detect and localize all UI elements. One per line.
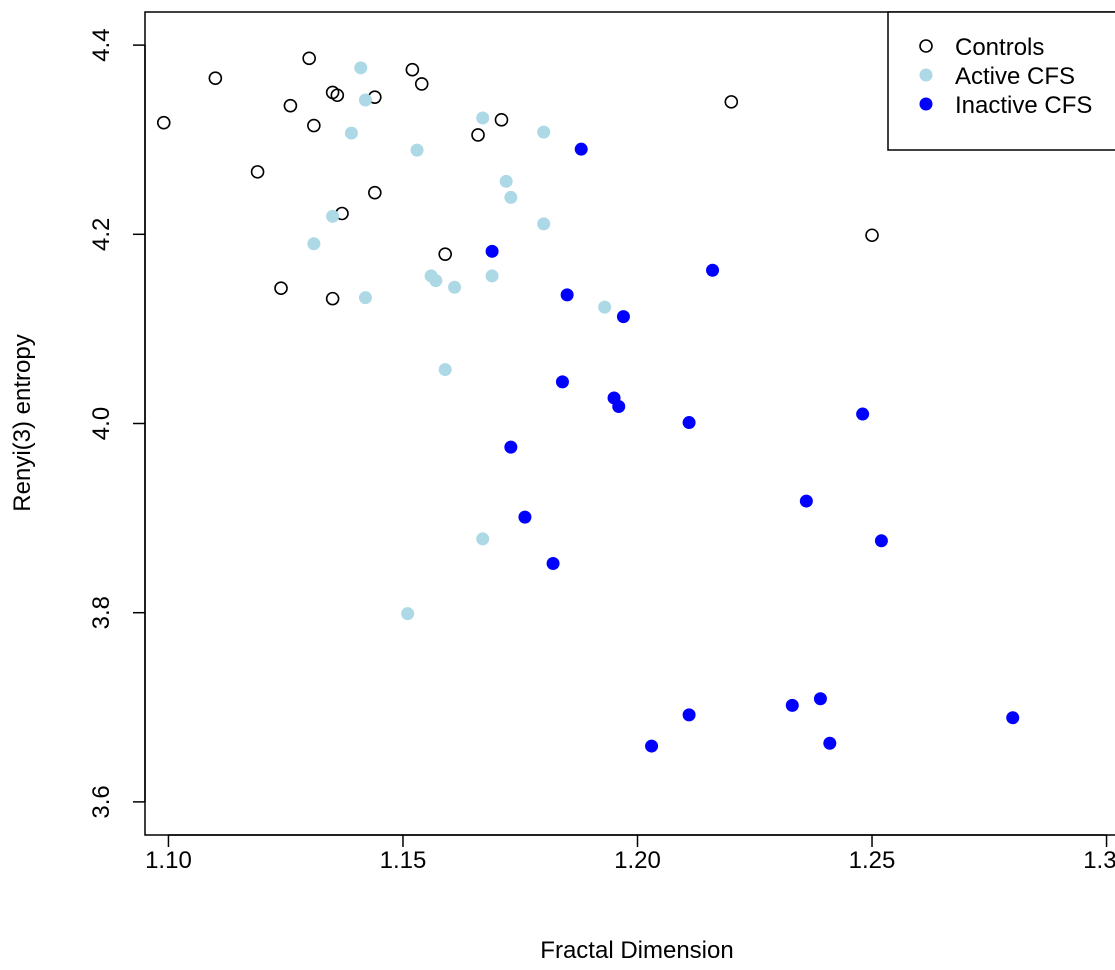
data-point (645, 739, 659, 753)
y-tick-label: 4.2 (88, 218, 115, 251)
legend-marker (919, 97, 933, 111)
x-tick-label: 1.15 (380, 847, 427, 874)
data-point (429, 274, 443, 288)
data-point (414, 77, 429, 91)
data-points (156, 51, 1020, 753)
data-point (405, 62, 420, 77)
data-point (471, 128, 485, 142)
data-point (476, 532, 490, 546)
data-point (504, 440, 518, 454)
data-point (813, 692, 827, 706)
data-point (307, 118, 321, 133)
x-tick-label: 1.25 (849, 847, 896, 874)
data-point (865, 228, 879, 243)
data-point (682, 416, 696, 430)
data-point (546, 557, 560, 571)
legend-marker (919, 39, 933, 53)
data-point (358, 93, 372, 107)
data-point (485, 244, 499, 258)
data-point (724, 95, 739, 109)
x-axis: 1.10 1.15 1.20 1.25 1.30 (145, 834, 1115, 874)
data-point (344, 126, 358, 140)
y-tick-label: 3.8 (88, 596, 115, 629)
data-point (856, 407, 870, 421)
legend-marker (919, 68, 933, 82)
data-point (799, 494, 813, 508)
data-point (368, 185, 382, 200)
data-point (326, 209, 340, 223)
data-point (156, 115, 171, 130)
data-point (307, 237, 321, 251)
data-point (302, 51, 316, 66)
y-tick-label: 4.4 (88, 28, 115, 61)
legend-label: Active CFS (955, 63, 1075, 90)
data-point (706, 263, 720, 277)
x-tick-label: 1.10 (145, 847, 192, 874)
data-point (612, 399, 626, 413)
data-point (537, 217, 551, 231)
y-axis: 3.6 3.8 4.0 4.2 4.4 (88, 28, 146, 819)
data-point (494, 113, 509, 127)
legend-label: Inactive CFS (955, 92, 1092, 119)
data-point (358, 291, 372, 305)
data-point (325, 291, 340, 306)
data-point (274, 281, 288, 296)
x-axis-label: Fractal Dimension (540, 937, 733, 964)
data-point (208, 71, 223, 86)
data-point (555, 375, 569, 389)
x-tick-label: 1.30 (1083, 847, 1115, 874)
data-point (518, 510, 532, 524)
data-point (574, 142, 588, 156)
data-point (410, 143, 424, 157)
data-point (438, 247, 452, 261)
y-axis-label: Renyi(3) entropy (9, 334, 36, 511)
data-point (354, 61, 368, 75)
data-point (504, 190, 518, 204)
data-point (448, 280, 462, 294)
data-point (1006, 711, 1020, 725)
data-point (485, 269, 499, 283)
legend-label: Controls (955, 34, 1044, 61)
data-point (823, 736, 837, 750)
y-tick-label: 3.6 (88, 785, 115, 818)
data-point (330, 88, 345, 103)
data-point (438, 363, 452, 377)
data-point (560, 288, 574, 302)
data-point (401, 607, 415, 621)
data-point (682, 708, 696, 722)
data-point (616, 310, 630, 324)
data-point (537, 125, 551, 139)
data-point (598, 300, 612, 314)
data-point (785, 698, 799, 712)
y-tick-label: 4.0 (88, 407, 115, 440)
data-point (874, 534, 888, 548)
data-point (283, 98, 298, 113)
data-point (476, 111, 490, 125)
x-tick-label: 1.20 (614, 847, 661, 874)
data-point (250, 165, 265, 179)
data-point (499, 174, 513, 188)
